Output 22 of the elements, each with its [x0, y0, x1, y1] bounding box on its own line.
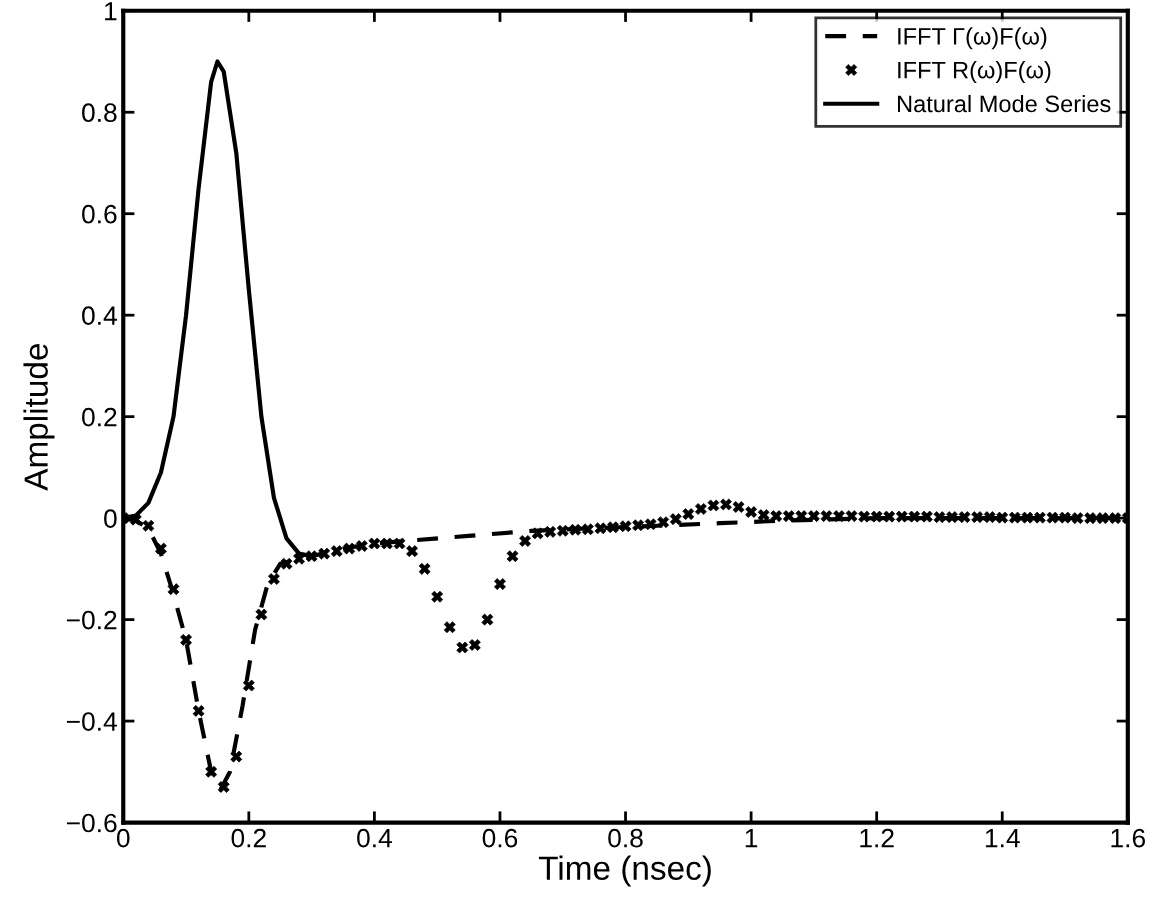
y-tick-label: −0.4 [66, 712, 117, 731]
y-tick-label: 0.8 [82, 103, 117, 123]
y-tick-label: −0.2 [66, 610, 117, 630]
legend-label: IFFT Γ(ω)F(ω) [898, 27, 1047, 50]
y-tick-label: 0 [104, 509, 117, 528]
x-tick-label: 1.4 [985, 829, 1020, 848]
legend-label: IFFT R(ω)F(ω) [898, 61, 1051, 84]
y-tick-label: −0.6 [66, 813, 117, 833]
y-tick-label: 1 [105, 2, 117, 21]
y-tick-label: 0.4 [82, 306, 117, 325]
y-tick-label: 0.6 [82, 204, 117, 224]
x-tick-label: 0.8 [608, 828, 643, 848]
x-tick-label: 1.2 [860, 828, 894, 848]
x-tick-label: 0.6 [482, 828, 518, 848]
y-tick-label: 0.2 [82, 407, 117, 427]
x-tick-label: 1.6 [1111, 828, 1145, 848]
x-tick-label: 0.2 [231, 828, 266, 848]
x-axis-title: Time (nsec) [538, 855, 711, 887]
legend-label: Natural Mode Series [898, 94, 1111, 113]
x-tick-label: 1 [745, 829, 758, 848]
x-tick-label: 0.4 [357, 828, 392, 848]
y-axis-title: Amplitude [23, 344, 55, 491]
